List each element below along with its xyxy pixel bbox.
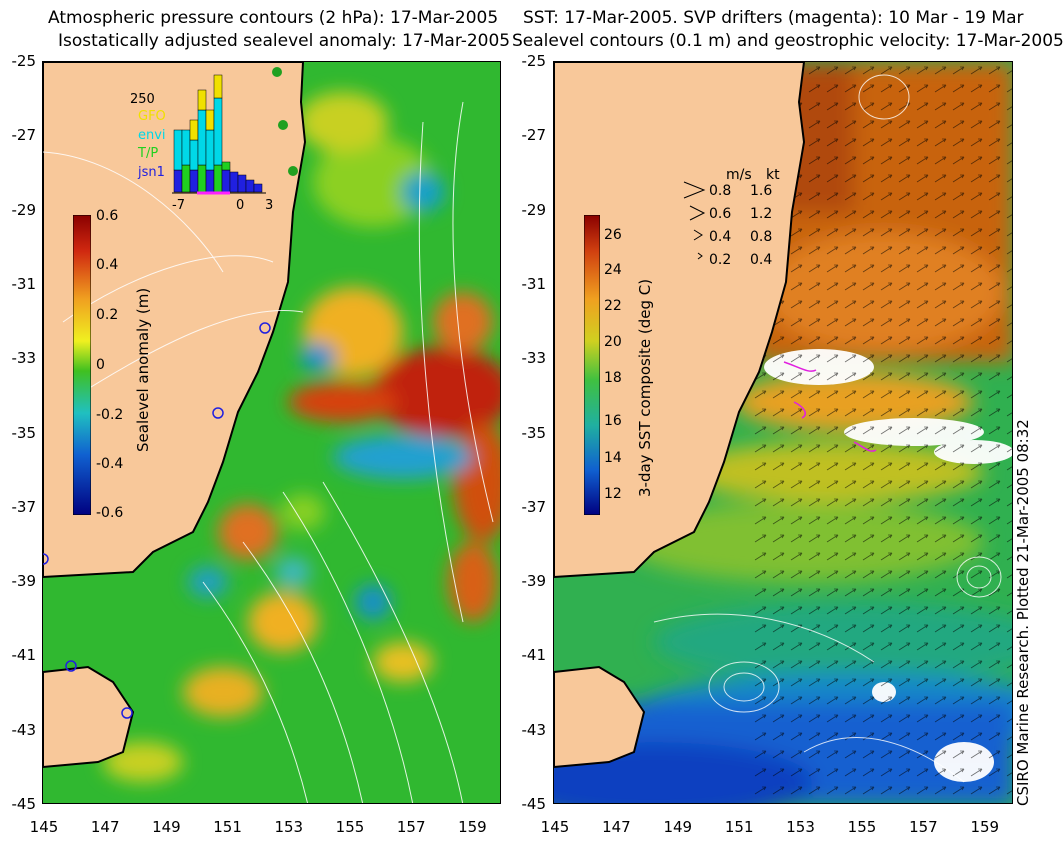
- right-xtick: 145: [540, 818, 570, 836]
- right-ytick: -39: [521, 572, 547, 591]
- credit-line: CSIRO Marine Research. Plotted 21-Mar-20…: [1014, 419, 1032, 806]
- ssh-tick-2: 0.2: [96, 307, 119, 323]
- right-ytick: -27: [521, 126, 547, 145]
- ssh-tick-1: 0.4: [96, 257, 119, 273]
- right-ytick: -43: [521, 720, 547, 739]
- sst-tick-24: 24: [604, 262, 622, 278]
- sst-field: [554, 62, 1012, 803]
- velocity-ms-3: 0.2: [709, 252, 732, 268]
- left-title-line1: Atmospheric pressure contours (2 hPa): 1…: [48, 8, 499, 28]
- left-ytick: -37: [11, 497, 37, 516]
- sst-map: [553, 61, 1013, 804]
- right-ytick: -33: [521, 349, 547, 368]
- right-ytick: -29: [521, 200, 547, 219]
- sst-tick-22: 22: [604, 298, 622, 314]
- sst-tick-20: 20: [604, 334, 622, 350]
- ssh-tick-5: -0.4: [96, 456, 124, 472]
- sst-tick-16: 16: [604, 413, 622, 429]
- left-ytick: -31: [11, 274, 37, 293]
- left-xtick: 153: [274, 818, 304, 836]
- left-ytick: -39: [11, 572, 37, 591]
- sst-tick-26: 26: [604, 227, 622, 243]
- left-ytick: -25: [11, 52, 37, 70]
- inset-legend-gfo: GFO: [138, 109, 166, 124]
- left-xtick: 157: [396, 818, 426, 836]
- sealevel-anomaly-map: [42, 61, 501, 804]
- left-ytick: -33: [11, 349, 37, 368]
- right-xtick: 147: [602, 818, 631, 836]
- left-xtick: 151: [213, 818, 242, 836]
- left-ytick: -29: [11, 200, 37, 219]
- left-xtick: 147: [90, 818, 120, 836]
- velocity-legend-kt-header: kt: [766, 167, 780, 183]
- right-xtick: 159: [970, 818, 1000, 836]
- left-xtick: 159: [458, 818, 487, 836]
- ssh-tick-6: -0.6: [96, 505, 124, 521]
- right-title-line1: SST: 17-Mar-2005. SVP drifters (magenta)…: [523, 8, 1024, 28]
- velocity-kt-0: 1.6: [750, 183, 773, 199]
- ssh-tick-4: -0.2: [96, 407, 124, 423]
- right-ytick: -37: [521, 497, 547, 516]
- sealevel-colorbar: [73, 215, 91, 515]
- velocity-kt-2: 0.8: [750, 229, 773, 245]
- right-xtick: 151: [724, 818, 754, 836]
- inset-histogram: [172, 74, 266, 195]
- left-ytick: -41: [11, 646, 37, 665]
- right-xtick: 153: [786, 818, 815, 836]
- left-ytick: -35: [11, 423, 37, 442]
- sealevel-anomaly-field: [43, 62, 500, 803]
- velocity-ms-2: 0.4: [709, 229, 732, 245]
- inset-xtick-0: 0: [236, 198, 245, 213]
- right-xtick: 155: [847, 818, 877, 836]
- right-ytick: -41: [521, 646, 547, 665]
- right-xtick: 149: [663, 818, 693, 836]
- sst-tick-18: 18: [604, 370, 622, 386]
- left-xtick: 145: [29, 818, 59, 836]
- left-ytick: -45: [11, 795, 37, 813]
- velocity-ms-1: 0.6: [709, 206, 732, 222]
- inset-ymax-label: 250: [130, 92, 155, 107]
- right-title-line2: Sealevel contours (0.1 m) and geostrophi…: [512, 31, 1063, 51]
- right-xtick: 157: [909, 818, 938, 836]
- altimeter-inset: 250 GFO envi T/P jsn1: [120, 70, 280, 220]
- velocity-kt-3: 0.4: [750, 252, 773, 268]
- ssh-colorbar-label: Sealevel anomaly (m): [134, 287, 152, 452]
- inset-xtick-3: 3: [265, 198, 274, 213]
- velocity-kt-1: 1.2: [750, 206, 773, 222]
- inset-legend-tp: T/P: [138, 146, 159, 161]
- velocity-legend-arrows: [683, 181, 706, 260]
- sst-tick-12: 12: [604, 486, 622, 502]
- right-ytick: -31: [521, 274, 547, 293]
- ssh-tick-3: 0: [96, 357, 105, 373]
- left-xtick: 155: [335, 818, 365, 836]
- sst-colorbar-label: 3-day SST composite (deg C): [636, 278, 654, 497]
- inset-legend-envi: envi: [138, 128, 166, 143]
- inset-legend-jsn1: jsn1: [138, 165, 165, 180]
- sst-tick-14: 14: [604, 450, 622, 466]
- inset-xtick-neg7: -7: [172, 198, 185, 213]
- sst-colorbar: [584, 215, 600, 515]
- right-ytick: -45: [521, 795, 547, 813]
- velocity-legend-ms-header: m/s: [726, 167, 752, 183]
- left-ytick: -27: [11, 126, 37, 145]
- velocity-ms-0: 0.8: [709, 183, 732, 199]
- left-xtick: 149: [152, 818, 181, 836]
- right-ytick: -25: [521, 52, 547, 70]
- ssh-tick-0: 0.6: [96, 208, 119, 224]
- right-ytick: -35: [521, 423, 547, 442]
- left-ytick: -43: [11, 720, 37, 739]
- left-title-line2: Isostatically adjusted sealevel anomaly:…: [58, 31, 511, 51]
